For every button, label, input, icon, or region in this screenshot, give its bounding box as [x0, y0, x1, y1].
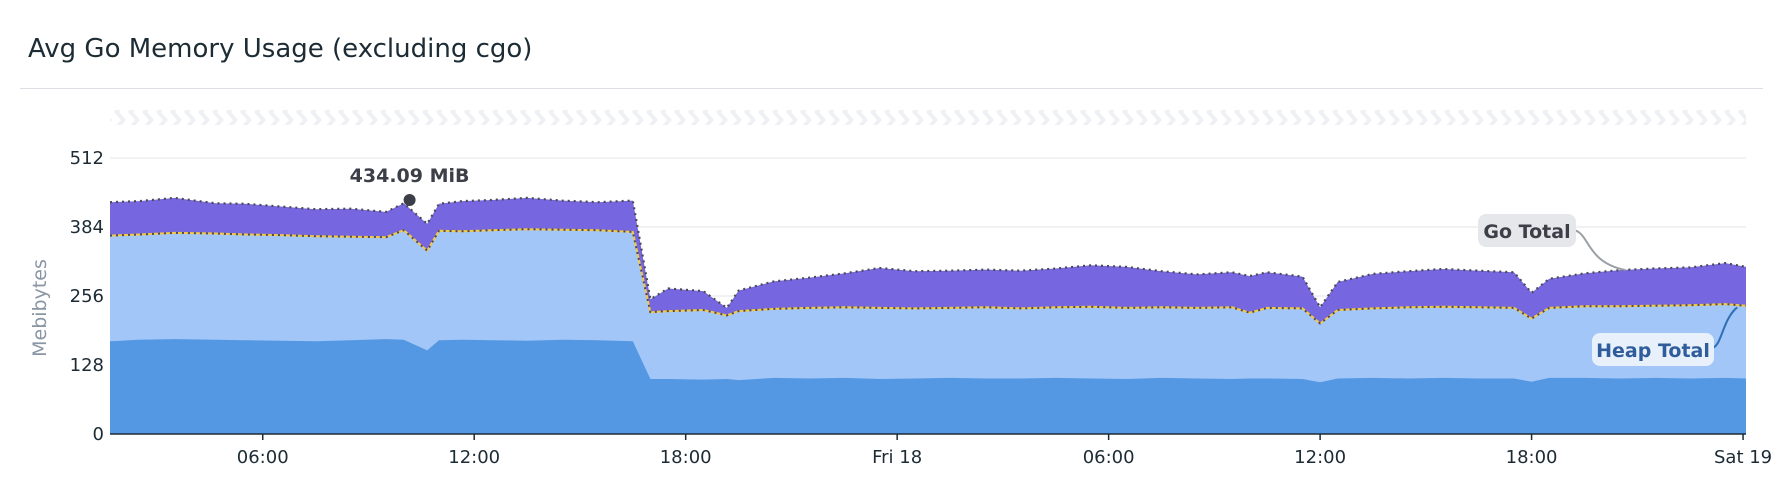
- line-heap-total-dots: [109, 228, 1747, 325]
- area-base[interactable]: [110, 339, 1746, 434]
- y-tick-label: 256: [70, 286, 104, 307]
- x-tick-label: 12:00: [1294, 447, 1346, 468]
- annotations: 434.09 MiB Go Total Heap Total: [350, 165, 1738, 366]
- go-total-callout-box: [1478, 214, 1576, 247]
- timeline-scrubber-band[interactable]: [110, 110, 1746, 125]
- peak-point-marker: [403, 193, 416, 206]
- x-axis-ticks: 06:00 12:00 18:00 Fri 18 06:00 12:00 18:00 Sat …: [237, 434, 1772, 468]
- peak-value-label: 434.09 MiB: [350, 165, 470, 187]
- x-tick-label: Sat 19: [1714, 447, 1772, 468]
- heap-total-callout-label: Heap Total: [1596, 340, 1710, 362]
- widget-title: Avg Go Memory Usage (excluding cgo): [28, 34, 533, 64]
- y-tick-label: 512: [70, 148, 104, 169]
- heap-total-leader: [1711, 306, 1738, 349]
- x-tick-label: 12:00: [448, 447, 500, 468]
- y-axis-label: Mebibytes: [29, 259, 51, 357]
- go-total-callout-label: Go Total: [1483, 221, 1570, 243]
- y-tick-label: 384: [70, 217, 104, 238]
- y-tick-label: 128: [70, 355, 104, 376]
- y-axis-ticks: 0 128 256 384 512: [70, 148, 104, 445]
- go-total-leader: [1572, 229, 1626, 272]
- heap-total-callout-box: [1592, 333, 1714, 366]
- series-lines: [109, 196, 1747, 325]
- series-areas[interactable]: [110, 197, 1746, 434]
- x-tick-label: 18:00: [660, 447, 712, 468]
- x-tick-label: 06:00: [237, 447, 289, 468]
- title-divider: [20, 88, 1763, 89]
- x-tick-label: 06:00: [1083, 447, 1135, 468]
- x-tick-label: 18:00: [1506, 447, 1558, 468]
- y-tick-label: 0: [93, 424, 104, 445]
- x-tick-label: Fri 18: [872, 447, 922, 468]
